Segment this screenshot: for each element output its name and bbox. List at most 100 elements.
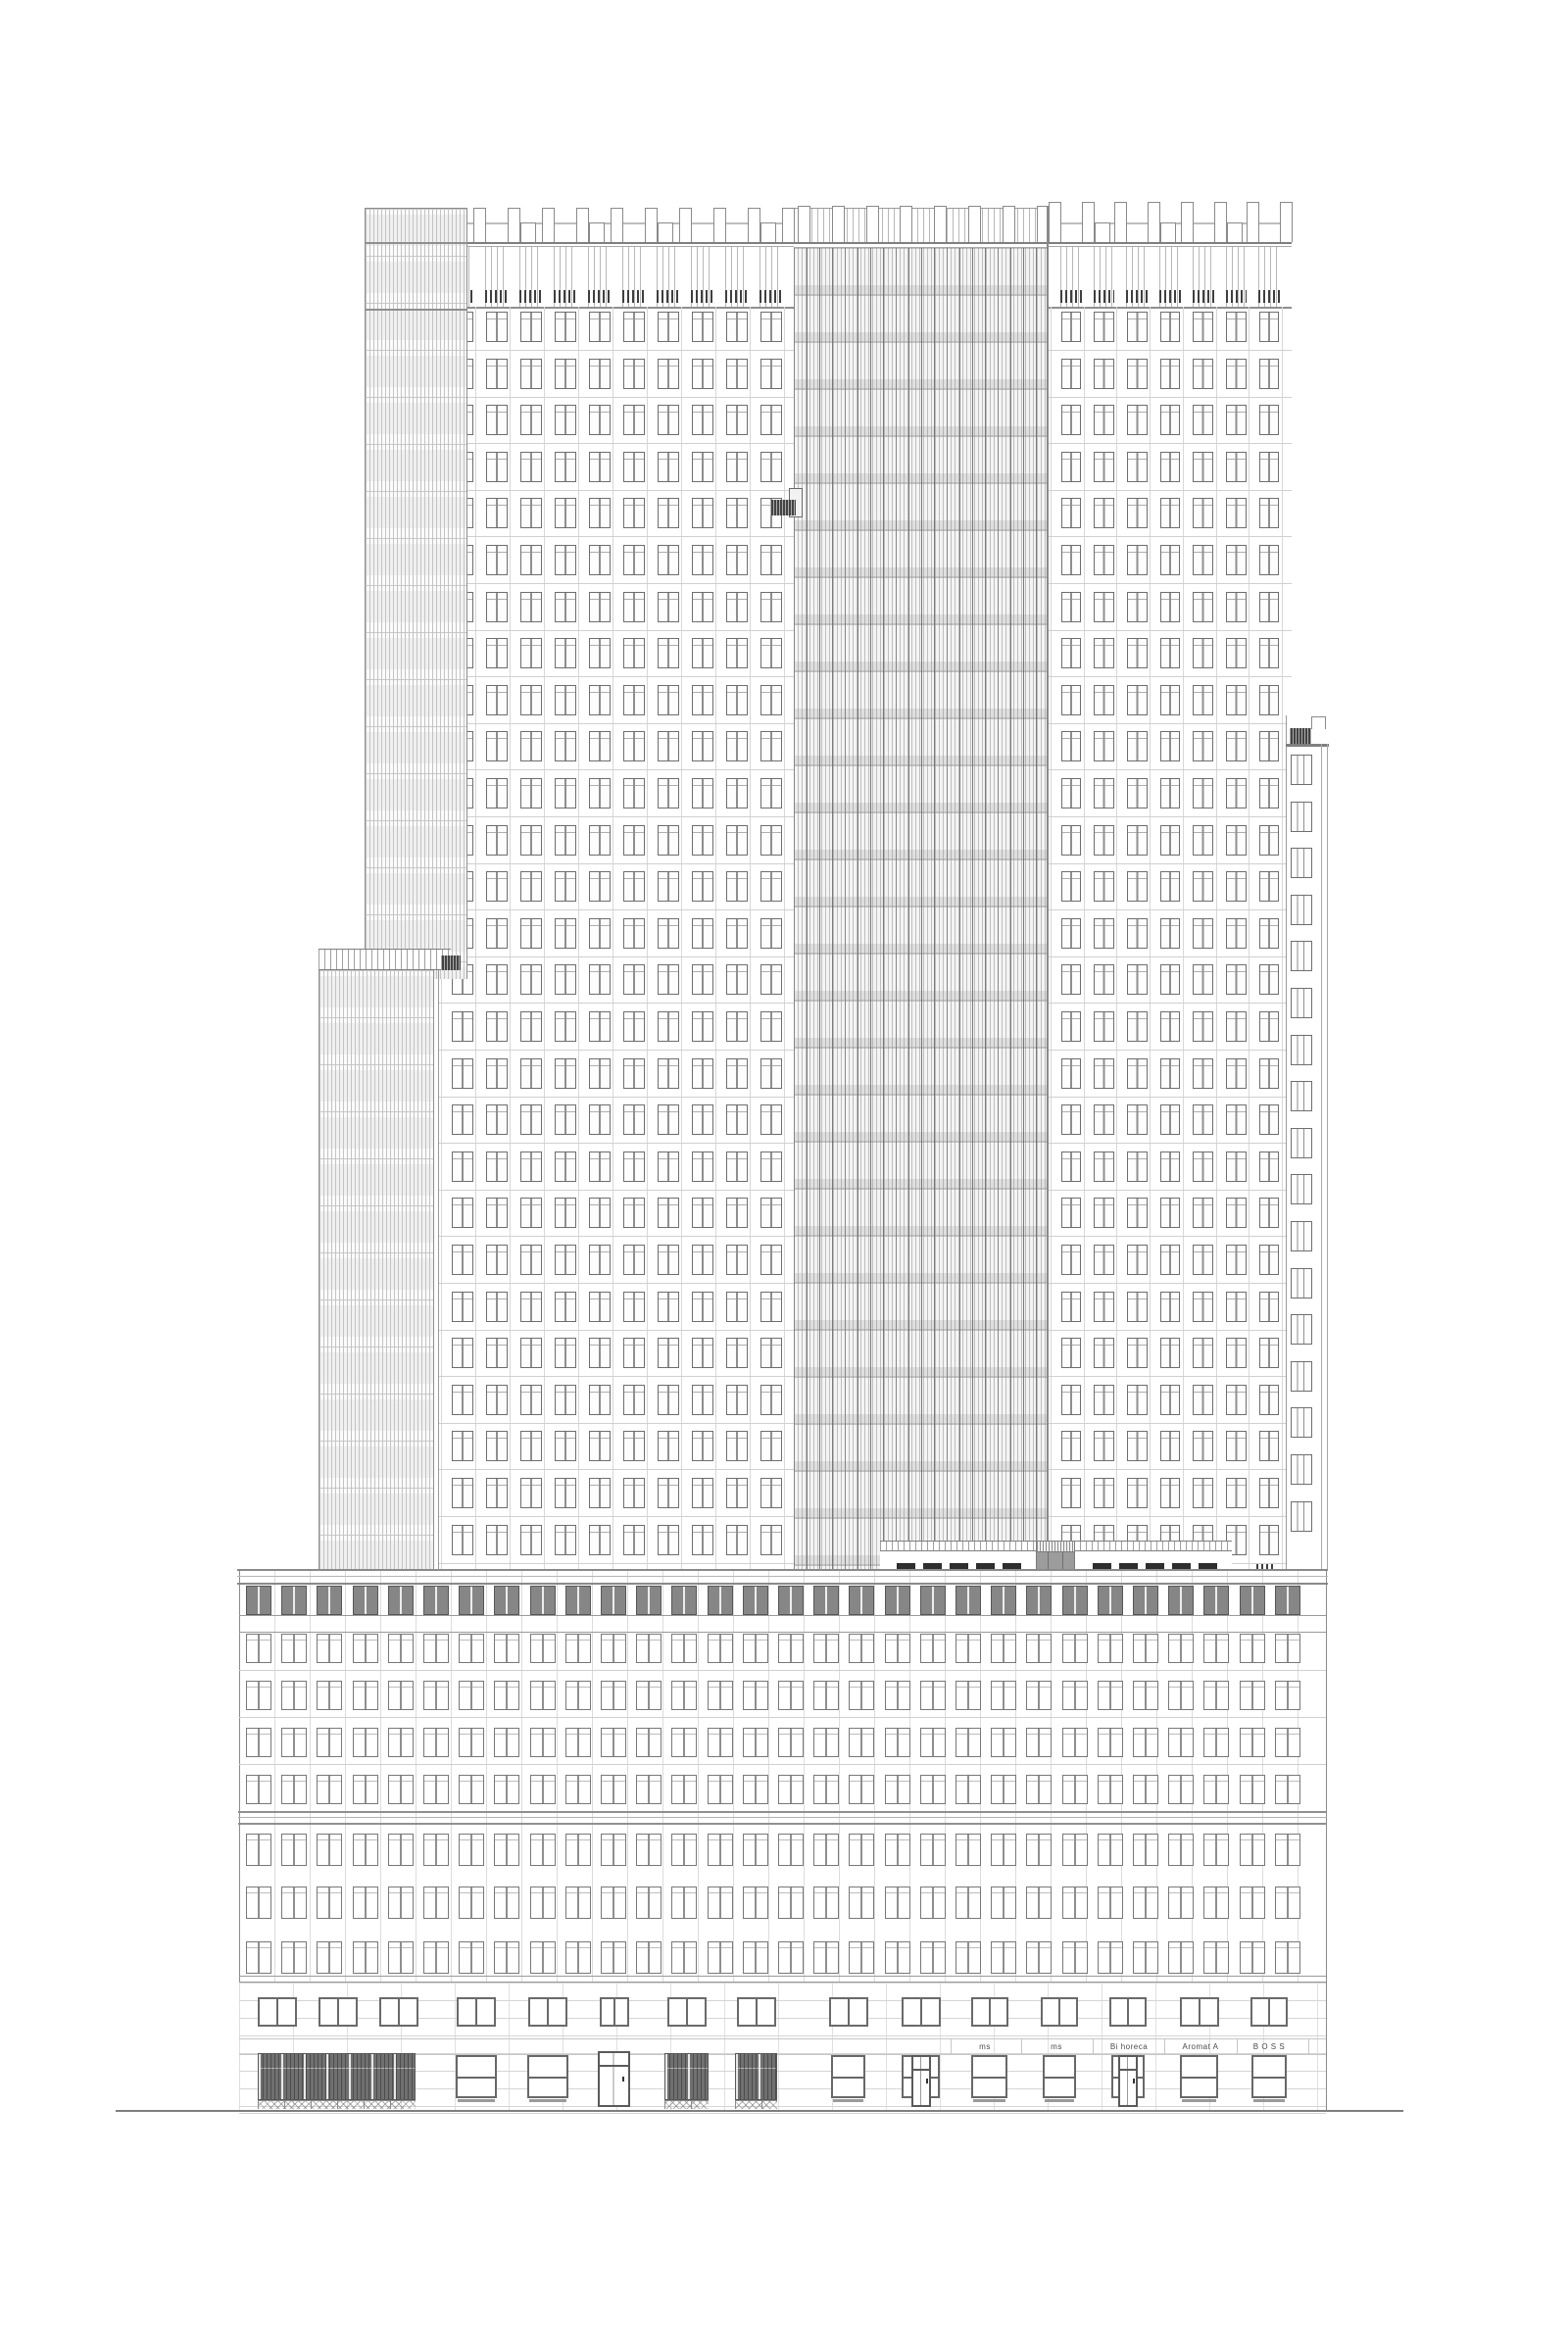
window-pair <box>725 1431 748 1462</box>
window-pair <box>1258 917 1280 949</box>
window-pair <box>691 1291 713 1322</box>
tinted-window-pair <box>919 1586 946 1615</box>
window-pair <box>1159 638 1181 669</box>
wing-ledge <box>1286 744 1329 747</box>
tinted-window-pair <box>387 1586 414 1615</box>
window-pair <box>519 778 542 808</box>
sill-line <box>1049 489 1292 491</box>
sill-line <box>439 1516 794 1517</box>
colonnade-dark-balustrade <box>1126 290 1149 303</box>
window-pair <box>1126 917 1148 949</box>
window-pair <box>588 358 611 389</box>
main-parapet <box>1049 242 1292 244</box>
lower-podium-window-pair <box>1061 1834 1088 1866</box>
podium-window-pair <box>919 1728 946 1757</box>
lower-podium-window-pair <box>494 1886 520 1919</box>
lower-podium-window-pair <box>1097 1886 1123 1919</box>
window-pair <box>1094 1198 1114 1229</box>
parapet-line <box>1049 246 1292 247</box>
window-pair <box>691 312 713 342</box>
window-pair <box>1226 824 1247 856</box>
podium-window-pair <box>1274 1775 1300 1804</box>
window-pair <box>554 824 576 856</box>
sign-divider <box>1164 2038 1165 2054</box>
lower-podium-window-pair <box>246 1886 271 1919</box>
window-pair <box>1159 1198 1181 1229</box>
podium-window-pair <box>778 1775 804 1804</box>
podium-window-pair <box>1133 1775 1158 1804</box>
window-pair <box>1226 731 1247 762</box>
window-pair <box>554 1291 576 1322</box>
sill-line <box>439 583 794 584</box>
lower-podium-window-pair <box>1133 1941 1158 1974</box>
lower-podium-window-pair <box>1061 1941 1088 1974</box>
window-pair <box>588 824 611 856</box>
window-pair <box>760 451 782 482</box>
podium-window-pair <box>1133 1634 1158 1663</box>
window-pair <box>1159 1057 1181 1089</box>
podium-sill <box>239 1670 1326 1671</box>
sill-line <box>1049 1236 1292 1238</box>
window-pair <box>1258 1478 1280 1508</box>
lower-podium-window-pair <box>281 1941 308 1974</box>
window-pair <box>485 778 508 808</box>
window-pair <box>1060 1245 1082 1275</box>
podium-window-pair <box>1061 1775 1088 1804</box>
window-pair <box>691 731 713 762</box>
window-pair <box>1226 1291 1247 1322</box>
window-pair <box>1193 778 1214 808</box>
pier-line <box>1182 307 1184 1569</box>
window-pair <box>554 545 576 575</box>
wing-window <box>1291 755 1312 785</box>
window-pair <box>519 451 542 482</box>
chimney <box>748 208 760 242</box>
sill-line <box>1049 350 1292 351</box>
window-pair <box>1126 1478 1148 1508</box>
colonnade-dark-balustrade <box>691 290 713 303</box>
podium-window-pair <box>1168 1681 1195 1710</box>
rooftop-cap <box>798 206 810 242</box>
mezzanine-window <box>1041 1997 1078 2027</box>
sill-line <box>1049 1469 1292 1471</box>
window-pair <box>451 1478 473 1508</box>
podium-cornice <box>237 1569 1328 1571</box>
window-pair <box>1126 405 1148 436</box>
lower-podium-window-pair <box>1274 1941 1300 1974</box>
window-pair <box>1060 1011 1082 1042</box>
window-pair <box>725 871 748 903</box>
window-pair <box>1060 1104 1082 1136</box>
window-pair <box>657 1198 679 1229</box>
mezzanine-window <box>902 1997 941 2027</box>
sign-divider <box>1021 2038 1022 2054</box>
window-pair <box>1258 1431 1280 1462</box>
dark-storefront-glazing <box>664 2053 709 2100</box>
rooftop-cap <box>968 206 981 242</box>
podium-window-pair <box>1203 1681 1230 1710</box>
window-pair <box>1226 498 1247 529</box>
lower-podium-window-pair <box>387 1941 414 1974</box>
lower-podium-window-pair <box>884 1941 910 1974</box>
sill-line <box>439 862 794 864</box>
window-pair <box>519 1524 542 1555</box>
pier-line <box>750 307 751 1569</box>
window-pair <box>622 498 645 529</box>
sill-line <box>1049 909 1292 911</box>
window-pair <box>691 917 713 949</box>
window-pair <box>760 1011 782 1042</box>
window-pair <box>588 1151 611 1182</box>
lower-podium-window-pair <box>742 1941 768 1974</box>
window-pair <box>519 1478 542 1508</box>
window-pair <box>725 1104 748 1136</box>
podium-window-pair <box>813 1634 840 1663</box>
window-pair <box>1126 1011 1148 1042</box>
window-pair <box>725 591 748 622</box>
balcony-dark-grille <box>770 500 796 515</box>
sill-line <box>439 396 794 398</box>
colonnade-dark-balustrade <box>1225 290 1248 303</box>
window-pair <box>1226 545 1247 575</box>
chimney-side-cap <box>520 222 536 242</box>
window-pair <box>588 591 611 622</box>
sill-line <box>439 489 794 491</box>
window-pair <box>1193 1104 1214 1136</box>
wing-corner-line <box>1327 744 1328 1569</box>
